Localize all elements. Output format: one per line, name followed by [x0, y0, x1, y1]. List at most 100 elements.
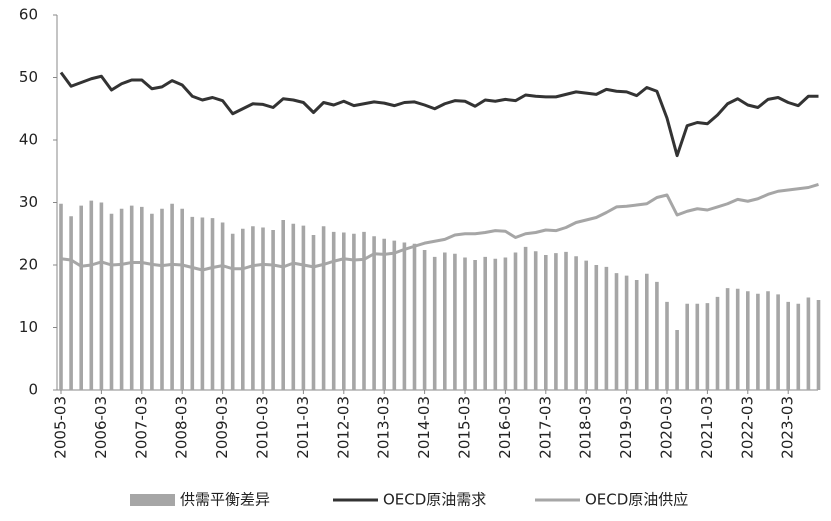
- bar: [140, 206, 144, 390]
- bar: [695, 303, 700, 390]
- bar: [443, 252, 447, 390]
- line: [59, 71, 819, 158]
- bar: [342, 232, 346, 390]
- bar: [513, 252, 518, 390]
- bar: [89, 200, 94, 390]
- bar: [382, 238, 386, 390]
- bar: [473, 260, 477, 390]
- x-tick-label: 2016-03: [496, 396, 514, 459]
- x-tick-label: 2018-03: [577, 396, 595, 459]
- legend-label: 供需平衡差异: [180, 491, 270, 509]
- bar: [584, 260, 588, 390]
- bar: [99, 202, 104, 390]
- bar: [79, 205, 83, 390]
- bar: [806, 297, 811, 390]
- bar: [675, 330, 679, 390]
- bar: [483, 256, 487, 390]
- x-tick-label: 2022-03: [738, 396, 756, 459]
- bar: [544, 255, 548, 390]
- x-tick-label: 2023-03: [779, 396, 797, 459]
- bar: [281, 220, 285, 390]
- bar: [725, 288, 730, 390]
- x-tick-label: 2013-03: [375, 396, 393, 459]
- x-tick-label: 2005-03: [52, 396, 70, 459]
- bar: [261, 227, 265, 390]
- bar: [786, 301, 790, 390]
- bar: [564, 251, 568, 390]
- bar: [634, 280, 639, 390]
- bar: [210, 218, 215, 390]
- bar: [645, 273, 649, 390]
- bar: [200, 217, 205, 390]
- bar: [412, 243, 417, 390]
- bar: [271, 230, 275, 390]
- bar: [180, 208, 184, 390]
- x-tick-label: 2021-03: [698, 396, 716, 459]
- bar: [503, 257, 508, 390]
- bar: [321, 226, 326, 390]
- bar: [756, 293, 760, 390]
- bar: [796, 303, 801, 390]
- x-tick-label: 2008-03: [173, 396, 191, 459]
- x-tick-label: 2014-03: [415, 396, 433, 459]
- bar: [776, 294, 780, 390]
- bar: [533, 251, 538, 390]
- bar: [766, 291, 770, 390]
- bar: [170, 203, 174, 390]
- y-tick-label: 60: [19, 6, 38, 24]
- legend: 供需平衡差异 OECD原油需求 OECD原油供应: [130, 491, 688, 509]
- bar: [230, 233, 235, 390]
- y-tick-label: 30: [19, 193, 38, 211]
- bar: [715, 296, 720, 390]
- x-tick-label: 2020-03: [658, 396, 676, 459]
- y-tick-label: 10: [19, 318, 38, 336]
- bar: [735, 288, 740, 390]
- x-tick-label: 2017-03: [536, 396, 554, 459]
- bar: [311, 235, 316, 390]
- x-tick-label: 2007-03: [132, 396, 150, 459]
- bar: [119, 208, 124, 390]
- bar: [362, 231, 366, 390]
- bar: [392, 240, 397, 390]
- legend-swatch: [130, 494, 175, 506]
- bar: [69, 216, 73, 390]
- bar: [665, 301, 669, 390]
- bar: [59, 203, 63, 390]
- bar: [150, 213, 154, 390]
- bar: [554, 253, 558, 390]
- bar: [331, 231, 336, 390]
- line: [60, 182, 819, 272]
- x-tick-label: 2019-03: [617, 396, 635, 459]
- bar: [574, 256, 578, 390]
- bar: [291, 223, 296, 390]
- x-tick-label: 2012-03: [334, 396, 352, 459]
- bar: [463, 257, 467, 390]
- x-tick-label: 2011-03: [294, 396, 312, 459]
- bar: [816, 300, 821, 390]
- legend-label: OECD原油供应: [585, 491, 688, 509]
- x-tick-label: 2015-03: [456, 396, 474, 459]
- bar: [352, 233, 356, 390]
- bar: [422, 250, 427, 390]
- bar: [604, 266, 609, 390]
- x-tick-label: 2010-03: [254, 396, 272, 459]
- bar: [190, 216, 195, 390]
- y-tick-label: 40: [19, 131, 38, 149]
- legend-label: OECD原油需求: [383, 491, 486, 509]
- y-tick-label: 50: [19, 68, 38, 86]
- bar: [453, 253, 457, 390]
- bar: [402, 242, 407, 390]
- bar: [655, 281, 659, 390]
- x-tick-label: 2009-03: [213, 396, 231, 459]
- x-tick-label: 2006-03: [92, 396, 110, 459]
- y-tick-label: 20: [19, 256, 38, 274]
- bar: [241, 228, 245, 390]
- bar: [746, 291, 750, 390]
- bar: [301, 225, 306, 390]
- bar: [160, 208, 164, 390]
- bar: [220, 222, 225, 390]
- bar: [685, 303, 689, 390]
- bar: [432, 256, 437, 390]
- bar: [493, 258, 498, 390]
